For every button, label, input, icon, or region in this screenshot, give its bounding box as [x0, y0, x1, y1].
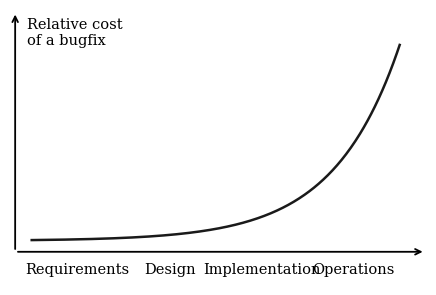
- Text: Design: Design: [144, 263, 195, 276]
- Text: Operations: Operations: [313, 263, 395, 276]
- Text: Implementation: Implementation: [203, 263, 320, 276]
- Text: Relative cost
of a bugfix: Relative cost of a bugfix: [27, 18, 123, 48]
- Text: Requirements: Requirements: [26, 263, 130, 276]
